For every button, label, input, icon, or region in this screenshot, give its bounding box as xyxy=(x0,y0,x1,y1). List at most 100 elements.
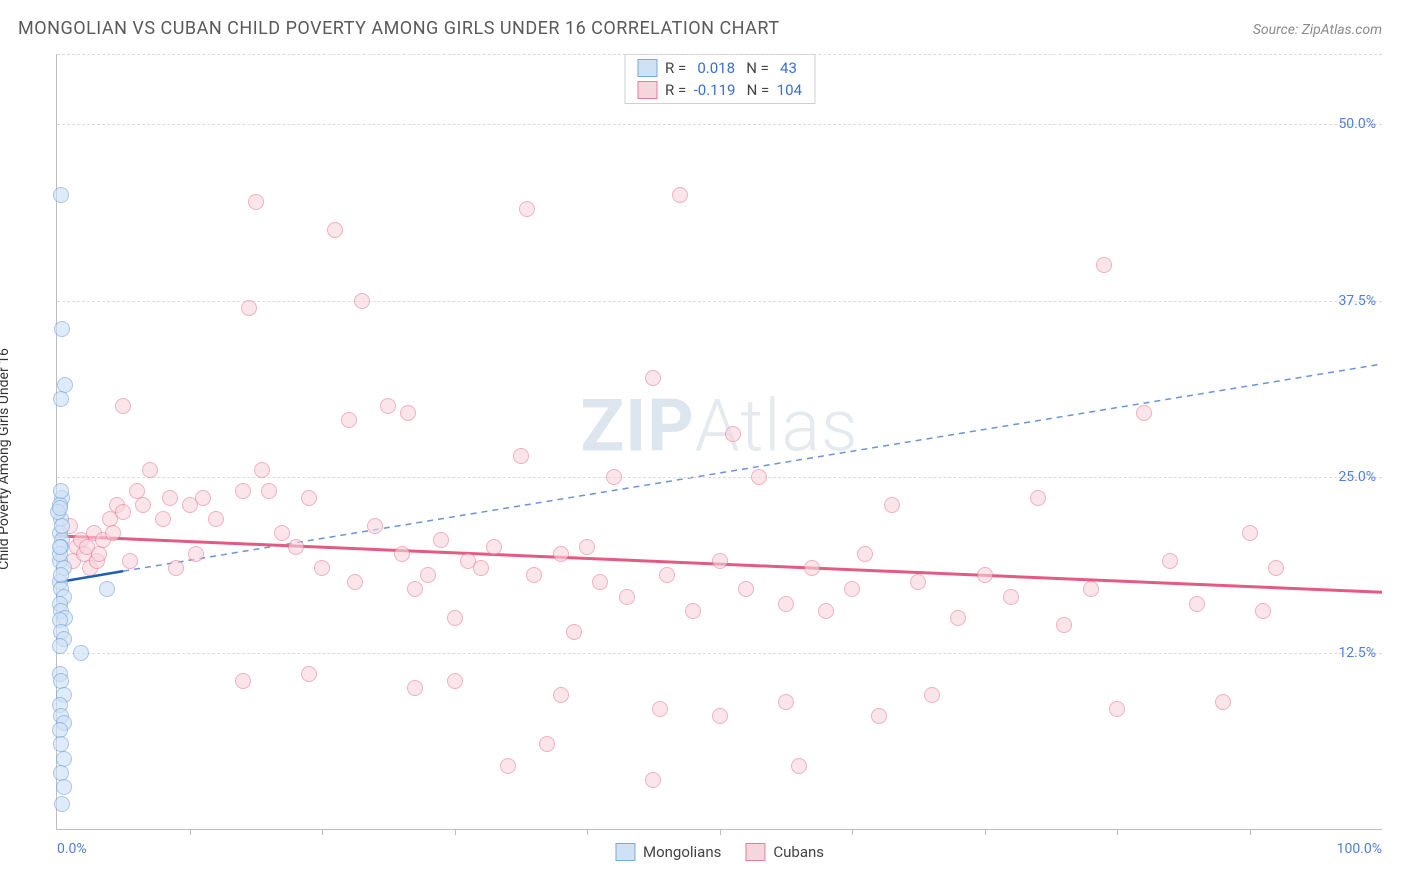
x-tick-label: 0.0% xyxy=(57,841,87,857)
scatter-point xyxy=(1109,701,1125,717)
scatter-point xyxy=(115,504,131,520)
scatter-point xyxy=(53,391,69,407)
y-axis-title: Child Poverty Among Girls Under 16 xyxy=(0,348,12,570)
scatter-point xyxy=(447,610,463,626)
scatter-point xyxy=(579,539,595,555)
scatter-point xyxy=(1215,694,1231,710)
scatter-point xyxy=(844,581,860,597)
scatter-point xyxy=(327,222,343,238)
scatter-point xyxy=(91,546,107,562)
scatter-point xyxy=(500,758,516,774)
scatter-point xyxy=(400,405,416,421)
legend-swatch xyxy=(615,843,635,861)
scatter-point xyxy=(254,462,270,478)
scatter-point xyxy=(486,539,502,555)
scatter-point xyxy=(354,293,370,309)
scatter-point xyxy=(314,560,330,576)
y-tick-label: 50.0% xyxy=(1338,116,1376,132)
scatter-point xyxy=(447,673,463,689)
x-tick xyxy=(1117,829,1118,835)
x-tick xyxy=(1250,829,1251,835)
stats-text: R = -0.119 N = 104 xyxy=(665,81,802,99)
scatter-point xyxy=(394,546,410,562)
scatter-point xyxy=(645,772,661,788)
chart-header: MONGOLIAN VS CUBAN CHILD POVERTY AMONG G… xyxy=(0,0,1406,45)
scatter-point xyxy=(162,490,178,506)
scatter-point xyxy=(341,412,357,428)
gridline-h xyxy=(57,301,1382,302)
scatter-point xyxy=(725,426,741,442)
scatter-point xyxy=(804,560,820,576)
scatter-point xyxy=(380,398,396,414)
scatter-point xyxy=(553,546,569,562)
scatter-point xyxy=(52,500,68,516)
scatter-point xyxy=(791,758,807,774)
scatter-point xyxy=(924,687,940,703)
scatter-point xyxy=(857,546,873,562)
chart-container: Child Poverty Among Girls Under 16 ZIPAt… xyxy=(18,50,1382,868)
scatter-point xyxy=(407,680,423,696)
scatter-point xyxy=(241,300,257,316)
scatter-point xyxy=(54,518,70,534)
scatter-point xyxy=(347,574,363,590)
scatter-point xyxy=(652,701,668,717)
gridline-h xyxy=(57,477,1382,478)
stats-box: R = 0.018 N = 43 R = -0.119 N = 104 xyxy=(624,54,815,104)
scatter-point xyxy=(288,539,304,555)
scatter-point xyxy=(1268,560,1284,576)
scatter-point xyxy=(950,610,966,626)
scatter-point xyxy=(1189,596,1205,612)
x-tick xyxy=(455,829,456,835)
scatter-point xyxy=(52,539,68,555)
x-tick xyxy=(852,829,853,835)
scatter-point xyxy=(52,638,68,654)
scatter-point xyxy=(751,469,767,485)
scatter-point xyxy=(1003,589,1019,605)
scatter-point xyxy=(1056,617,1072,633)
source-label: Source: ZipAtlas.com xyxy=(1253,22,1382,38)
watermark: ZIPAtlas xyxy=(580,384,858,469)
x-tick xyxy=(587,829,588,835)
scatter-point xyxy=(420,567,436,583)
gridline-h xyxy=(57,124,1382,125)
scatter-point xyxy=(606,469,622,485)
scatter-point xyxy=(115,398,131,414)
watermark-light: Atlas xyxy=(695,384,859,469)
scatter-point xyxy=(54,796,70,812)
scatter-point xyxy=(712,708,728,724)
scatter-point xyxy=(659,567,675,583)
scatter-point xyxy=(738,581,754,597)
scatter-point xyxy=(778,694,794,710)
scatter-point xyxy=(122,553,138,569)
legend-label: Cubans xyxy=(773,843,824,861)
plot-area: ZIPAtlas R = 0.018 N = 43 R = -0.119 N = … xyxy=(56,54,1382,830)
x-tick xyxy=(190,829,191,835)
scatter-point xyxy=(105,525,121,541)
scatter-point xyxy=(539,736,555,752)
gridline-h xyxy=(57,54,1382,55)
scatter-point xyxy=(592,574,608,590)
scatter-point xyxy=(1096,257,1112,273)
y-tick-label: 12.5% xyxy=(1338,645,1376,661)
scatter-point xyxy=(261,483,277,499)
legend-item: Mongolians xyxy=(615,843,721,861)
scatter-point xyxy=(53,483,69,499)
series-swatch xyxy=(637,59,657,77)
scatter-point xyxy=(73,645,89,661)
legend-swatch xyxy=(745,843,765,861)
scatter-point xyxy=(685,603,701,619)
scatter-point xyxy=(248,194,264,210)
scatter-point xyxy=(301,666,317,682)
scatter-point xyxy=(1136,405,1152,421)
scatter-point xyxy=(1255,603,1271,619)
scatter-point xyxy=(645,370,661,386)
scatter-point xyxy=(301,490,317,506)
bottom-legend: Mongolians Cubans xyxy=(615,843,824,861)
y-tick-label: 25.0% xyxy=(1338,469,1376,485)
stats-text: R = 0.018 N = 43 xyxy=(665,59,797,77)
scatter-point xyxy=(619,589,635,605)
stats-row: R = 0.018 N = 43 xyxy=(625,57,814,79)
scatter-point xyxy=(142,462,158,478)
scatter-point xyxy=(778,596,794,612)
scatter-point xyxy=(195,490,211,506)
